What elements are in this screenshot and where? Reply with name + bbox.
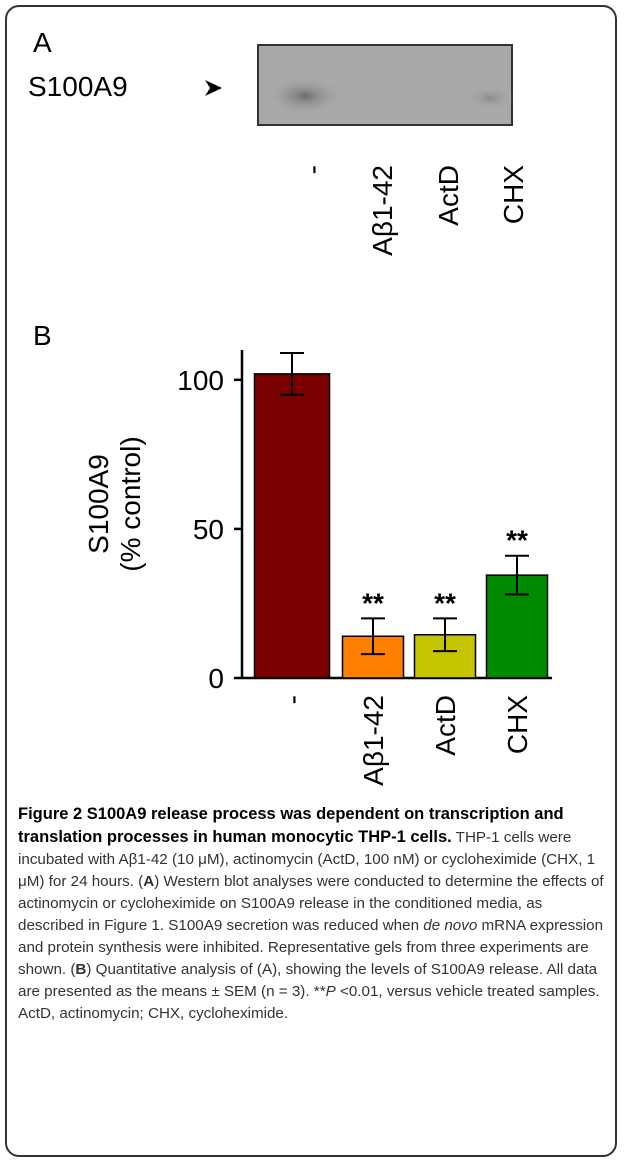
x-tick-label: - <box>277 695 308 704</box>
caption-text: B <box>75 961 86 978</box>
lane-label: - <box>297 165 328 174</box>
y-tick-label: 0 <box>208 663 224 694</box>
lane-label: CHX <box>498 165 529 224</box>
y-axis-label: S100A9 <box>83 454 114 554</box>
panel-label: B <box>33 320 52 351</box>
lane-label: ActD <box>433 165 464 226</box>
page: A S100A9 B -Aβ1-42ActDCHX050100S100A9(% … <box>0 0 625 1163</box>
x-tick-label: Aβ1-42 <box>358 695 389 786</box>
lane-label: Aβ1-42 <box>367 165 398 256</box>
y-tick-label: 100 <box>177 365 224 396</box>
significance: ** <box>362 587 384 618</box>
bar <box>255 374 330 678</box>
caption-text: de novo <box>423 917 477 934</box>
band <box>265 76 345 116</box>
band <box>465 86 515 110</box>
significance: ** <box>506 525 528 556</box>
significance: ** <box>434 587 456 618</box>
x-tick-label: CHX <box>502 695 533 754</box>
y-axis-label: (% control) <box>115 436 146 571</box>
y-tick-label: 50 <box>193 514 224 545</box>
x-tick-label: ActD <box>430 695 461 756</box>
panel-label: A <box>33 27 52 58</box>
caption: Figure 2 S100A9 release process was depe… <box>18 803 610 1025</box>
caption-text: A <box>143 873 154 890</box>
caption-text: P <box>326 983 336 1000</box>
blot-label: S100A9 <box>28 71 128 102</box>
arrow <box>205 80 222 96</box>
